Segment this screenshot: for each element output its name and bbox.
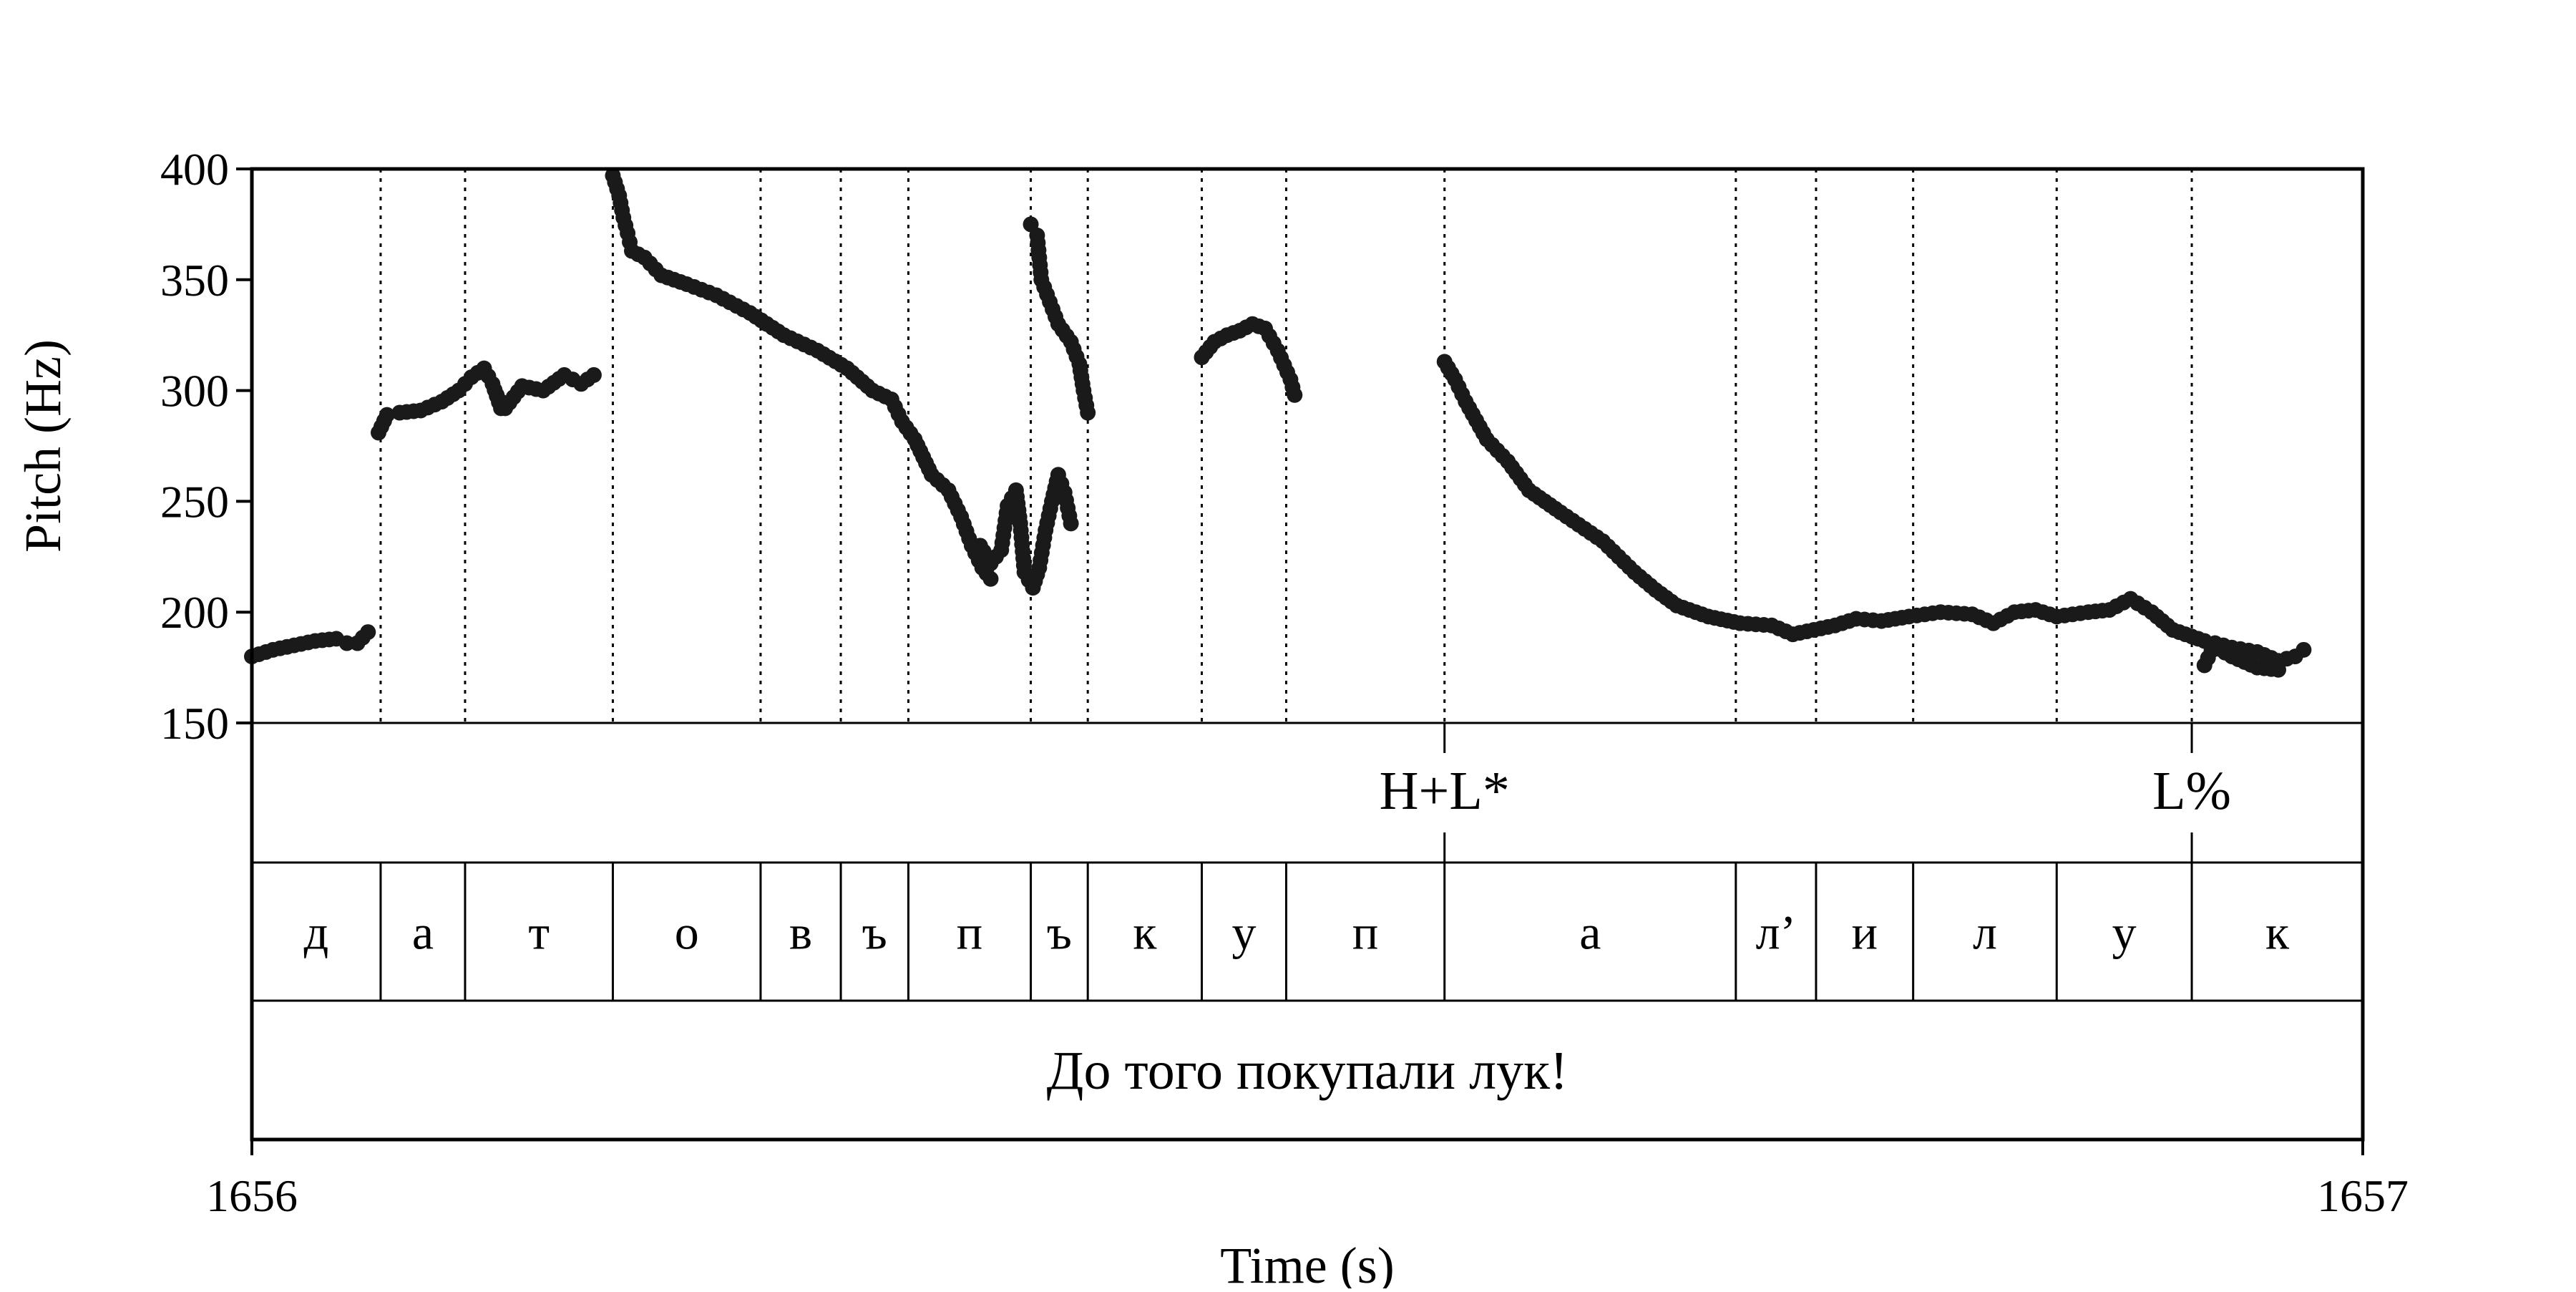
y-tick-label: 400: [160, 144, 229, 195]
segment-label: о: [675, 905, 699, 960]
x-tick-label: 1657: [2317, 1170, 2409, 1221]
segment-label: д: [304, 905, 329, 960]
y-tick-label: 200: [160, 587, 229, 638]
x-axis-title: Time (s): [1220, 1237, 1394, 1288]
tone-label: L%: [2152, 761, 2231, 821]
pitch-point: [360, 624, 376, 641]
segment-label: а: [412, 905, 434, 960]
segment-label: л’: [1756, 905, 1797, 960]
segment-label: п: [1352, 905, 1378, 960]
segment-label: к: [1133, 905, 1157, 960]
y-tick-label: 250: [160, 476, 229, 527]
pitch-point: [2296, 641, 2312, 658]
pitch-point: [982, 570, 999, 587]
x-tick-label: 1656: [206, 1170, 298, 1221]
sentence-label: До того покупали лук!: [1047, 1041, 1568, 1101]
y-axis-title: Pitch (Hz): [14, 339, 72, 553]
segment-label: а: [1579, 905, 1601, 960]
y-tick-label: 350: [160, 255, 229, 306]
segment-label: у: [1232, 905, 1257, 960]
annotation-tiers: H+L* L%д а т о в ъ п ъ к у п а л’ и л у кДо того покупали…: [252, 722, 2363, 1101]
segment-label: л: [1973, 905, 1997, 960]
segment-label: к: [2265, 905, 2290, 960]
y-tick-label: 300: [160, 366, 229, 417]
pitch-points: [244, 167, 2312, 678]
pitch-point: [1080, 404, 1096, 421]
plot-frame: [236, 167, 2365, 1155]
segment-label: ъ: [862, 905, 887, 960]
segment-label: в: [789, 905, 812, 960]
segment-label: и: [1852, 905, 1878, 960]
pitch-point: [379, 407, 395, 423]
segment-label: т: [528, 905, 550, 960]
figure-border: [250, 167, 2365, 1142]
segment-label: ъ: [1047, 905, 1072, 960]
segment-label: у: [2112, 905, 2137, 960]
y-tick-label: 150: [160, 698, 229, 749]
pitch-point: [1287, 387, 1303, 403]
pitch-point: [585, 366, 602, 383]
segment-label: п: [957, 905, 982, 960]
tone-label: H+L*: [1380, 761, 1510, 821]
axis-labels: 400 350 300 250 200 150 1656 1657 Pitch (Hz) Time…: [14, 144, 2409, 1292]
pitch-point: [1063, 515, 1079, 532]
segment-boundary-lines: [379, 169, 2193, 723]
